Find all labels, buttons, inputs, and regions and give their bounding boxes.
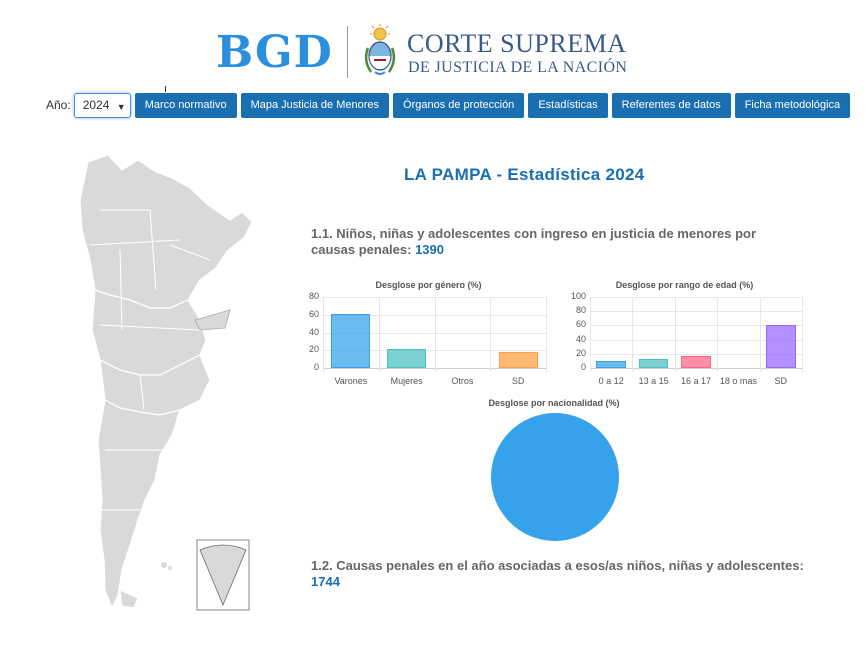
x-gridline [717,297,719,372]
x-tick-label: Otros [451,376,474,386]
section-2-text: 1.2. Causas penales en el año asociadas … [311,558,804,573]
bar-13-a-15 [638,358,669,368]
chart-title: Desglose por género (%) [375,280,482,290]
y-gridline [590,297,802,298]
x-tick-label: 13 a 15 [638,376,669,386]
x-tick-label: 0 a 12 [598,376,624,386]
section-2-heading: 1.2. Causas penales en el año asociadas … [311,558,811,590]
y-tick-label: 80 [308,291,319,301]
logo-title-line2: DE JUSTICIA DE LA NACIÓN [408,59,628,76]
nav-button-marco-normativo[interactable]: Marco normativo [134,92,237,118]
y-tick-label: 0 [313,362,319,372]
y-tick-label: 40 [575,333,586,344]
national-seal-icon [364,24,396,75]
y-tick-label: 40 [308,326,319,337]
bar-varones [331,313,371,368]
chart-title: Desglose por rango de edad (%) [615,280,754,290]
y-tick-label: 80 [575,305,586,316]
bar-sd [498,352,538,368]
logo-title-line1: CORTE SUPREMA [407,29,627,58]
y-tick-label: 60 [575,319,586,330]
nav-button-organos-proteccion[interactable]: Órganos de protección [393,92,525,118]
chevron-down-icon: ▼ [116,101,126,112]
year-select-value: 2024 [82,98,110,112]
map-region-tierra-del-fuego [119,589,139,609]
x-gridline [434,297,436,372]
y-gridline [590,339,802,341]
year-label: Año: [46,98,71,112]
y-gridline [590,311,802,313]
bar-0-a-12 [596,360,627,368]
x-gridline [490,297,492,372]
pie-slice-argentina[interactable] [491,413,619,541]
map-region-north [79,154,253,309]
x-tick-label: SD [511,376,525,386]
y-gridline [590,325,802,327]
y-gridline [590,368,802,369]
header: BGD CORTE SUPREMA DE JUSTICIA DE LA NACI… [0,18,868,86]
y-gridline [590,353,802,355]
x-gridline [802,297,803,372]
map-region-islas-malvinas [194,309,231,331]
bar-sd [765,325,796,368]
y-tick-label: 100 [570,291,586,301]
map-region-south [97,399,181,610]
x-gridline [759,297,761,372]
y-tick-label: 20 [308,344,319,355]
nav-button-referentes[interactable]: Referentes de datos [611,92,731,118]
bar-mujeres [387,349,427,368]
logo-divider [347,26,348,78]
x-tick-label: 18 o mas [719,376,757,386]
y-tick-label: 60 [308,308,319,319]
antarctica-inset [196,539,250,611]
x-gridline [378,297,380,372]
pie-chart [491,413,619,541]
nav-button-estadisticas[interactable]: Estadísticas [528,92,608,118]
nav-divider-tick [165,86,166,92]
page-title: LA PAMPA - Estadística 2024 [404,165,645,184]
x-gridline [546,297,547,372]
nav-button-ficha-metodologica[interactable]: Ficha metodológica [734,92,851,118]
nav-bar: Año: 2024 ▼ Marco normativo Mapa Justici… [46,92,854,118]
x-tick-label: 16 a 17 [680,376,712,386]
x-tick-label: SD [774,376,788,386]
chart-title: Desglose por nacionalidad (%) [488,398,620,408]
y-tick-label: 0 [580,362,586,372]
argentina-map[interactable] [60,150,260,615]
section-2-value: 1744 [311,574,340,589]
section-1-text: 1.1. Niños, niñas y adolescentes con ing… [311,226,757,257]
x-tick-label: Varones [334,376,368,386]
bar-16-a-17 [681,355,711,368]
nav-button-mapa-justicia[interactable]: Mapa Justicia de Menores [240,92,390,118]
bgd-logo[interactable]: BGD [216,27,333,78]
section-1-value: 1390 [415,242,444,257]
x-gridline [323,297,324,372]
x-gridline [674,297,676,372]
y-tick-label: 20 [575,347,586,358]
year-select[interactable]: 2024 ▼ [73,92,131,118]
x-tick-label: Mujeres [390,376,423,386]
x-gridline [632,297,634,372]
section-1-heading: 1.1. Niños, niñas y adolescentes con ing… [311,226,771,258]
x-gridline [590,297,591,372]
